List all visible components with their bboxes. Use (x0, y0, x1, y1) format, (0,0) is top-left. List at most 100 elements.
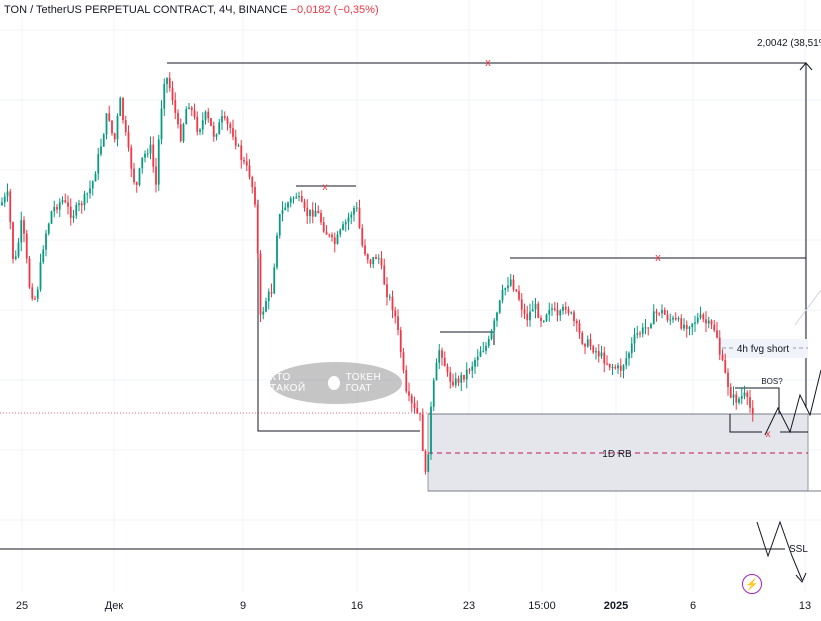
candle-body (432, 380, 435, 407)
candle-body (300, 196, 303, 202)
candle-body (171, 88, 174, 101)
candle-body (243, 159, 245, 162)
candle-body (193, 110, 196, 117)
candle-body (168, 77, 171, 89)
candle-body (556, 309, 559, 316)
candle-body (347, 217, 350, 223)
candle-body (100, 146, 102, 155)
candle-body (336, 234, 339, 244)
exchange-label: BINANCE (238, 4, 288, 16)
measure-label: 2,0042 (38,51%) (757, 38, 821, 49)
candle-body (328, 234, 331, 236)
candle-body (270, 291, 273, 294)
candle-body (64, 200, 67, 203)
candle-body (578, 323, 581, 333)
candle-body (215, 134, 218, 137)
instrument-name: TetherUS PERPETUAL CONTRACT (36, 4, 213, 16)
candle-body (322, 222, 325, 232)
candle-body (540, 317, 542, 321)
candle-body (201, 120, 204, 130)
candle-body (402, 352, 405, 371)
swing-high-level (167, 62, 807, 408)
candle-body (124, 119, 127, 133)
candle-body (399, 330, 402, 353)
candle-body (559, 310, 562, 316)
candle-body (25, 233, 28, 259)
sweep-low-level (729, 414, 762, 433)
candle-body (309, 209, 311, 217)
timeframe-label[interactable]: 4Ч (219, 4, 233, 16)
candle-body (295, 197, 298, 199)
candle-body (570, 312, 573, 314)
candle-body (441, 350, 443, 358)
candle-body (317, 210, 320, 214)
watermark-icon (327, 376, 340, 390)
candle-body (636, 333, 639, 335)
fvg-label: 4h fvg short (737, 344, 789, 355)
x-tick-label: 13 (799, 600, 811, 612)
candle-body (705, 319, 707, 324)
candle-body (531, 309, 534, 312)
candle-body (94, 173, 97, 182)
candle-body (683, 324, 685, 329)
watermark-logo: КТО ТАКОЙ ТОКЕН ГОАТ (270, 362, 402, 404)
candle-body (493, 320, 496, 331)
x-tick-label: 16 (351, 600, 363, 612)
symbol-separator: / (30, 4, 34, 16)
candle-body (232, 128, 234, 137)
candle-body (141, 157, 144, 169)
candle-body (265, 301, 267, 312)
candle-body (218, 122, 221, 135)
candle-body (188, 107, 190, 110)
candle-body (553, 308, 556, 310)
candle-body (724, 359, 727, 373)
candle-body (584, 343, 586, 347)
bos-label: BOS? (761, 377, 783, 386)
candle-body (468, 369, 471, 371)
candle-body (276, 235, 278, 268)
x-tick-label: 2025 (604, 600, 628, 612)
candle-body (248, 165, 251, 177)
candle-body (575, 320, 578, 324)
candle-body (589, 339, 592, 347)
candle-body (633, 334, 636, 344)
candle-body (581, 332, 584, 344)
candle-body (17, 242, 20, 257)
candle-body (47, 223, 50, 234)
candle-body (212, 125, 215, 137)
candle-body (721, 354, 724, 360)
candle-body (210, 118, 212, 126)
candle-body (234, 136, 237, 146)
candle-body (6, 191, 9, 197)
candle-body (597, 351, 600, 357)
candle-body (256, 204, 259, 254)
candle-body (482, 350, 485, 352)
candle-body (465, 369, 468, 380)
candle-body (331, 234, 333, 238)
candle-body (69, 206, 72, 218)
candle-body (122, 97, 124, 120)
candle-body (427, 454, 430, 472)
candle-body (254, 187, 256, 205)
candle-body (344, 222, 347, 225)
candle-body (694, 322, 696, 324)
candle-body (424, 451, 427, 472)
candle-body (641, 327, 644, 334)
candle-body (526, 313, 529, 321)
candle-body (564, 306, 567, 310)
candle-body (28, 258, 31, 288)
candle-body (89, 188, 91, 194)
candle-body (36, 289, 39, 299)
x-tick-label: 23 (463, 600, 475, 612)
candle-body (661, 309, 663, 314)
candle-body (67, 202, 69, 207)
candle-body (652, 311, 655, 325)
candle-body (460, 374, 463, 383)
symbol-name[interactable]: TON (4, 4, 28, 16)
lightning-icon[interactable]: ⚡ (742, 574, 762, 594)
candle-body (146, 153, 149, 155)
candle-body (240, 145, 243, 160)
candle-body (421, 414, 424, 452)
candle-body (61, 200, 64, 203)
